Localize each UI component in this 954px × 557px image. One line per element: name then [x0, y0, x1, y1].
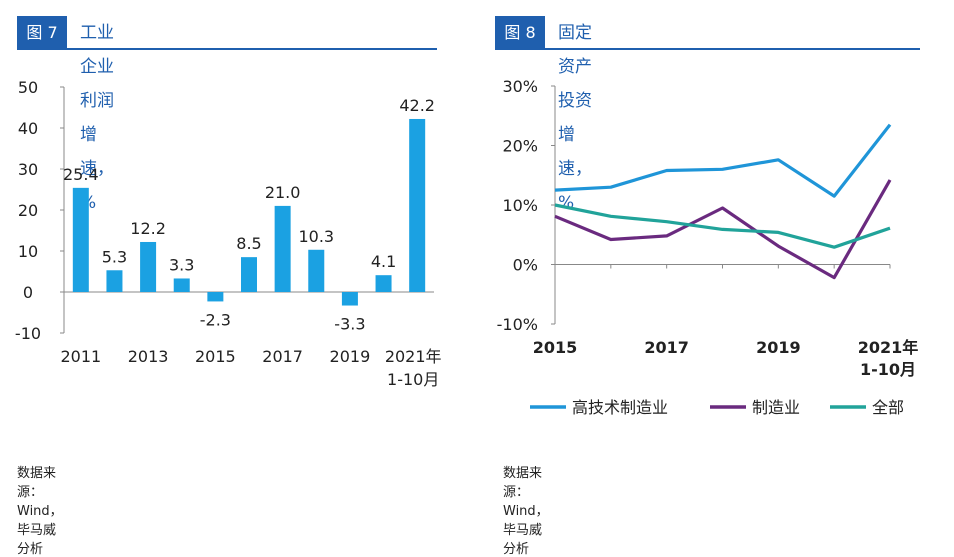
- y-tick-label: 40: [18, 119, 38, 138]
- bar: [241, 257, 257, 292]
- legend-label: 全部: [872, 398, 904, 417]
- series-line: [554, 123, 892, 198]
- figure-badge: 图 8: [495, 16, 545, 50]
- bar: [173, 278, 190, 292]
- series-line: [554, 179, 892, 280]
- y-tick-label: 30%: [502, 77, 538, 96]
- bar-chart: 50 40 30 20 10 0 -10 25.4 5.312.23.3 -2.3 8.5 21.0 1…: [15, 78, 442, 389]
- y-tick-label: 50: [18, 78, 38, 97]
- x-tick-label: 2021年: [858, 338, 919, 357]
- y-tick-label: 0%: [513, 256, 538, 275]
- bar: [375, 275, 392, 292]
- bar: [106, 270, 123, 292]
- data-label: -3.3: [334, 315, 365, 334]
- data-label: 10.3: [298, 227, 334, 246]
- data-label: 42.2: [399, 96, 435, 115]
- bar: [140, 241, 157, 292]
- y-tick-label: 10%: [502, 196, 538, 215]
- y-tick-label: 20%: [502, 137, 538, 156]
- y-tick-label: -10: [15, 324, 41, 343]
- bar: [274, 205, 291, 292]
- source-note: 数据来源：Wind，毕马威分析: [17, 466, 63, 557]
- y-tick-label: 0: [23, 283, 33, 302]
- data-label: 8.5: [236, 234, 261, 253]
- x-tick-label: 2019: [330, 347, 371, 366]
- x-tick-label: 1-10月: [860, 360, 916, 379]
- title-rule: [495, 48, 920, 50]
- data-label: 12.2: [130, 219, 166, 238]
- x-tick-label: 2015: [195, 347, 236, 366]
- y-tick-label: 10: [18, 242, 38, 261]
- x-tick-label: 2013: [128, 347, 169, 366]
- y-tick-label: 20: [18, 201, 38, 220]
- legend-label: 高技术制造业: [572, 398, 668, 417]
- source-note: 数据来源：Wind，毕马威分析: [503, 466, 549, 557]
- x-tick-label: 2015: [533, 338, 578, 357]
- data-label: 21.0: [265, 183, 301, 202]
- y-tick-label: -10%: [497, 315, 538, 334]
- series-line: [554, 203, 891, 249]
- x-tick-label: 2021年: [385, 347, 442, 366]
- x-tick-label: 2017: [262, 347, 303, 366]
- x-tick-label: 2011: [60, 347, 101, 366]
- bar: [341, 292, 358, 306]
- bar: [409, 118, 426, 292]
- x-tick-label: 1-10月: [387, 370, 439, 389]
- bar: [308, 249, 325, 292]
- title-rule: [17, 48, 437, 50]
- y-tick-label: 30: [18, 160, 38, 179]
- data-label: 25.4: [63, 165, 99, 184]
- x-tick-label: 2019: [756, 338, 801, 357]
- bar: [207, 292, 224, 302]
- data-label: 4.1: [371, 252, 396, 271]
- data-label: 3.3: [169, 255, 194, 274]
- line-chart: 30% 20% 10% 0% -10% 2015 2017 2019 2021年 1-10月高技术…: [497, 77, 919, 417]
- data-label: 5.3: [102, 247, 127, 266]
- data-label: -2.3: [200, 310, 231, 329]
- x-tick-label: 2017: [644, 338, 689, 357]
- bar: [72, 187, 89, 292]
- chart-title: 固定资产投资增速，%: [558, 23, 592, 213]
- legend-label: 制造业: [752, 398, 800, 417]
- figure-badge: 图 7: [17, 16, 67, 50]
